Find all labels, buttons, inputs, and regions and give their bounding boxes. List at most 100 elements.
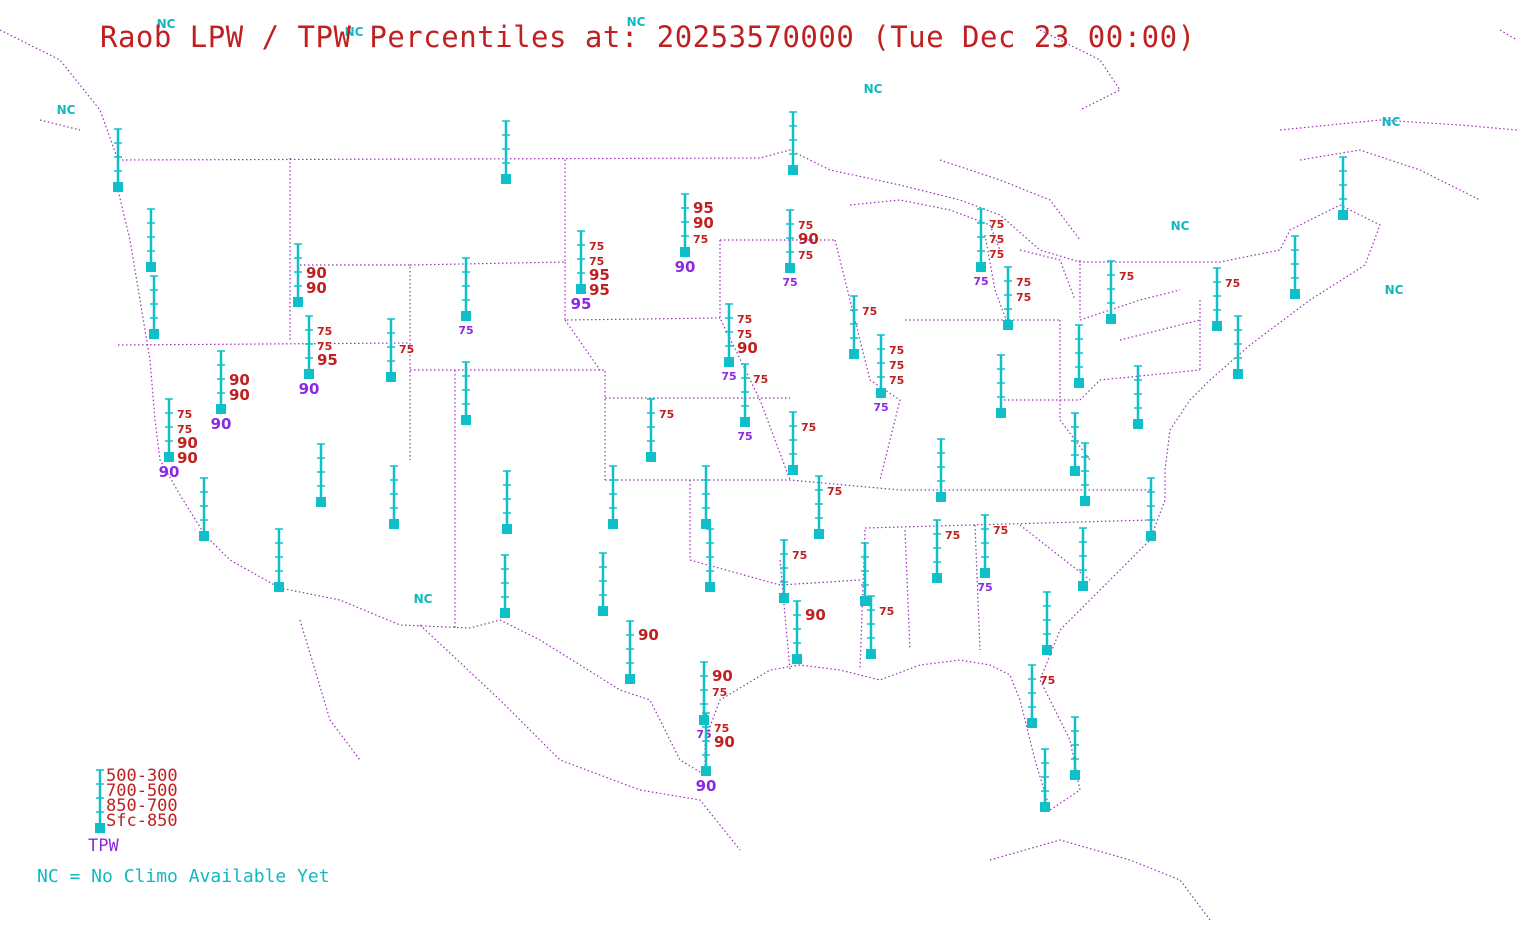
- layer-percentile: 75: [317, 325, 332, 338]
- layer-percentile: 75: [801, 421, 816, 434]
- station-marker: [461, 311, 471, 321]
- layer-percentile: 75: [889, 344, 904, 357]
- station-marker: [932, 573, 942, 583]
- layer-percentile: 75: [659, 408, 674, 421]
- layer-percentile: 75: [589, 240, 604, 253]
- layer-percentile: 75: [798, 249, 813, 262]
- station-marker: [1212, 321, 1222, 331]
- station-upton: [1070, 412, 1080, 476]
- layer-percentile: 75: [989, 233, 1004, 246]
- nc-label: NC: [157, 17, 176, 31]
- station-marker: [386, 372, 396, 382]
- map-boundaries: [0, 29, 1517, 921]
- station-birmingham: [1074, 324, 1084, 388]
- station-marker: [500, 608, 510, 618]
- station-jackson: 75: [866, 595, 894, 659]
- station-lake-charles: 75: [932, 519, 960, 583]
- layer-percentile: 95: [317, 351, 338, 369]
- layer-percentile: 75: [862, 305, 877, 318]
- station-amarillo: [701, 465, 711, 529]
- nc-label: NC: [345, 25, 364, 39]
- tpw-percentile: 90: [675, 258, 696, 276]
- station-marker: [849, 349, 859, 359]
- legend-tpw-label: TPW: [88, 836, 119, 856]
- layer-percentile: 75: [737, 313, 752, 326]
- station-marker: [461, 415, 471, 425]
- station-marker: [304, 369, 314, 379]
- layer-percentile: 95: [693, 199, 714, 217]
- station-wilmington-oh: [936, 438, 946, 502]
- station-albuquerque: [502, 470, 512, 534]
- tpw-percentile: 90: [299, 380, 320, 398]
- station-marker: [1027, 718, 1037, 728]
- layer-percentile: 75: [317, 340, 332, 353]
- layer-percentile: 90: [638, 626, 659, 644]
- station-salem: [146, 208, 156, 272]
- layer-percentile: 95: [589, 281, 610, 299]
- tpw-percentile: 75: [458, 324, 473, 337]
- layer-percentile: 75: [177, 423, 192, 436]
- station-jacksonville: [1070, 716, 1080, 780]
- station-north-platte: [608, 465, 618, 529]
- us-coast-and-border: [117, 149, 1381, 811]
- station-tallahassee: [1290, 235, 1300, 299]
- layer-percentile: 90: [177, 449, 198, 467]
- station-marker: [608, 519, 618, 529]
- station-marker: [701, 519, 711, 529]
- station-lincoln-il: 75 75 75 75: [973, 208, 1004, 288]
- station-marker: [95, 823, 105, 833]
- station-great-falls: [501, 120, 511, 184]
- layer-percentile: 75: [889, 359, 904, 372]
- nc-note: NC = No Climo Available Yet: [37, 866, 330, 887]
- station-marker: [146, 262, 156, 272]
- tpw-percentile: 90: [211, 415, 232, 433]
- station-gaylord: 75: [1106, 260, 1134, 324]
- station-shreveport: 90: [792, 600, 826, 664]
- station-vandenberg: [199, 477, 209, 541]
- station-medford: [149, 275, 159, 339]
- station-marker: [792, 654, 802, 664]
- tpw-percentile: 75: [782, 276, 797, 289]
- station-newport: 75: [1027, 664, 1055, 728]
- layer-percentile: 90: [737, 339, 758, 357]
- station-marker: [740, 417, 750, 427]
- station-marker: [701, 766, 711, 776]
- legend-layer-500-300: 500-300: [106, 766, 178, 786]
- station-marker: [1146, 531, 1156, 541]
- station-san-diego: [274, 528, 284, 592]
- station-greensboro: [1042, 591, 1052, 655]
- tpw-percentile: 90: [159, 463, 180, 481]
- station-fort-worth: 75: [814, 475, 842, 539]
- station-peachtree-city: [1080, 442, 1090, 506]
- layer-percentile: 75: [399, 343, 414, 356]
- station-tucson: [500, 554, 510, 618]
- station-slidell: 75: [849, 295, 877, 359]
- station-marker: [1078, 581, 1088, 591]
- station-marker: [646, 452, 656, 462]
- layer-percentile: 90: [805, 606, 826, 624]
- station-del-rio: 90: [625, 620, 659, 684]
- station-marker: [1074, 378, 1084, 388]
- station-marker: [1233, 369, 1243, 379]
- layer-percentile: 75: [1040, 674, 1055, 687]
- station-marker: [1070, 466, 1080, 476]
- station-marker: [705, 582, 715, 592]
- station-marker: [860, 596, 870, 606]
- station-marker: [625, 674, 635, 684]
- tpw-percentile: 75: [977, 581, 992, 594]
- station-marker: [199, 531, 209, 541]
- station-marker: [680, 247, 690, 257]
- nc-label: NC: [864, 82, 883, 96]
- station-marker: [876, 388, 886, 398]
- nc-label: NC: [57, 103, 76, 117]
- station-marker: [785, 263, 795, 273]
- nc-label: NC: [1385, 283, 1404, 297]
- legend-layer-sfc-850: Sfc-850: [106, 811, 178, 831]
